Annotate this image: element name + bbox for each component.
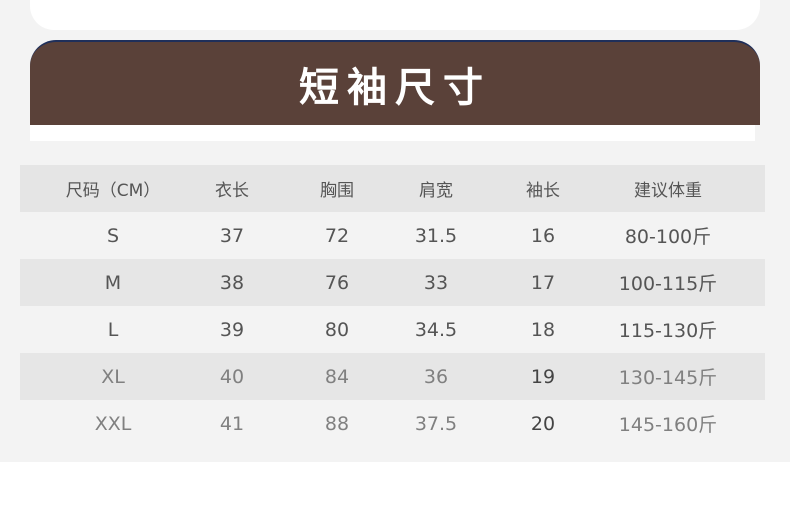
- table-row-cell: L: [107, 318, 119, 341]
- table-row-cell: 37: [219, 224, 245, 247]
- table-row: M 38 76 33 17 100-115斤: [20, 259, 765, 306]
- table-row-cell: S: [106, 224, 120, 247]
- table-row-cell: M: [104, 271, 122, 294]
- table-header: 尺码（CM） 衣长 胸围 肩宽 袖长 建议体重: [20, 165, 765, 212]
- table-row-cell: 80: [324, 318, 350, 341]
- table-row-cell: 41: [219, 412, 245, 435]
- table-row: XXL 41 88 37.5 20 145-160斤: [20, 400, 765, 447]
- table-row-cell: 145-160斤: [618, 414, 718, 436]
- table-row-cell: 19: [530, 365, 556, 388]
- table-row-cell: 16: [530, 224, 556, 247]
- page-title: 短袖尺寸: [299, 64, 491, 111]
- table-row-cell: 80-100斤: [624, 226, 712, 248]
- table-row-cell: 34.5: [414, 318, 458, 341]
- table-row: L 39 80 34.5 18 115-130斤: [20, 306, 765, 353]
- table-header-cell: 尺码（CM）: [65, 181, 161, 201]
- table-row: XL 40 84 36 19 130-145斤: [20, 353, 765, 400]
- table-row: S 37 72 31.5 16 80-100斤: [20, 212, 765, 259]
- table-row-cell: 40: [219, 365, 245, 388]
- table-row-cell: 115-130斤: [618, 320, 718, 342]
- table-header-cell: 袖长: [526, 181, 560, 201]
- table-row-cell: 84: [324, 365, 350, 388]
- table-row-cell: 31.5: [414, 224, 458, 247]
- table-header-cell: 胸围: [320, 181, 354, 201]
- table-row-cell: 88: [324, 412, 350, 435]
- table-row-cell: 33: [423, 271, 449, 294]
- table-row-cell: 100-115斤: [618, 273, 718, 295]
- top-card: [30, 0, 760, 30]
- table-row-cell: 20: [530, 412, 556, 435]
- table-row-cell: 76: [324, 271, 350, 294]
- table-row-cell: 36: [423, 365, 449, 388]
- table-header-cell: 建议体重: [634, 181, 702, 201]
- size-table: 尺码（CM） 衣长 胸围 肩宽 袖长 建议体重 S 37 72 31.5 16 80-100斤 M 38 7…: [20, 165, 765, 447]
- table-row-cell: 39: [219, 318, 245, 341]
- table-row-cell: 17: [530, 271, 556, 294]
- table-row-cell: XL: [101, 365, 125, 388]
- title-banner: 短袖尺寸: [30, 40, 760, 125]
- table-row-cell: 38: [219, 271, 245, 294]
- table-row-cell: 37.5: [414, 412, 458, 435]
- table-header-cell: 衣长: [215, 181, 249, 201]
- banner-strip: [30, 125, 755, 141]
- table-row-cell: XXL: [94, 412, 132, 435]
- table-header-cell: 肩宽: [419, 181, 453, 201]
- table-row-cell: 18: [530, 318, 556, 341]
- table-row-cell: 72: [324, 224, 350, 247]
- table-row-cell: 130-145斤: [618, 367, 718, 389]
